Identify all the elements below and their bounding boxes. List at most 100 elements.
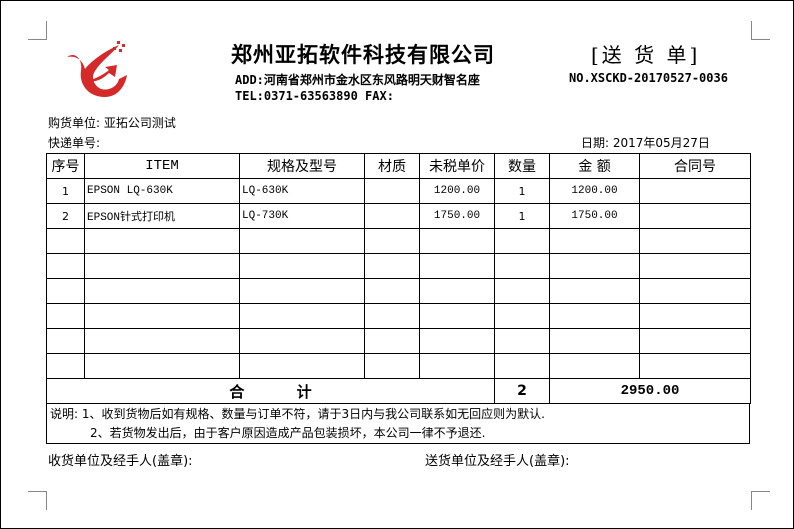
table-cell [494,228,550,254]
table-cell [46,278,85,304]
table-cell [549,328,640,354]
table-cell: EPSON针式打印机 [84,203,240,229]
table-cell [364,178,420,204]
table-cell: LQ-730K [239,203,365,229]
table-cell [494,278,550,304]
table-row [46,303,751,329]
table-cell [639,228,751,254]
table-cell [549,228,640,254]
table-cell [639,328,751,354]
table-row [46,253,751,279]
total-row: 合 计 2 2950.00 [46,378,751,404]
table-cell: 2 [46,203,85,229]
receiver-signature: 收货单位及经手人(盖章): [48,454,193,469]
table-cell [364,253,420,279]
company-logo [67,41,127,97]
document-number: NO.XSCKD-20170527-0036 [569,71,728,85]
table-cell [639,353,751,379]
table-cell [239,228,365,254]
table-cell [84,278,240,304]
buyer: 购货单位: 亚拓公司测试 [48,116,176,130]
column-header: 规格及型号 [239,153,365,179]
table-cell [639,203,751,229]
table-cell [419,278,495,304]
table-cell [84,303,240,329]
table-cell [549,253,640,279]
address: ADD:河南省郑州市金水区东风路明天财智名座 [235,73,480,87]
company-name: 郑州亚拓软件科技有限公司 [231,42,495,67]
table-row [46,328,751,354]
document-type: [送 货 单] [591,43,701,67]
table-cell [239,253,365,279]
total-quantity: 2 [494,378,550,404]
table-cell [639,253,751,279]
table-cell: 1750.00 [419,203,495,229]
table-row [46,228,751,254]
items-table: 序号 ITEM 规格及型号 材质 未税单价 数量金 额合同号 1 EPSON LQ-630K… [46,153,751,404]
table-row: 2 EPSON针式打印机 LQ-730K 1750.00 1 1750.00 [46,203,751,229]
table-cell [239,303,365,329]
table-cell [639,178,751,204]
table-row [46,278,751,304]
note-line-1: 说明: 1、收到货物后如有规格、数量与订单不符，请于3日内与我公司联系如无回应则… [50,407,545,421]
table-cell [364,228,420,254]
sender-signature: 送货单位及经手人(盖章): [425,454,570,469]
table-cell: 1 [494,178,550,204]
table-cell [239,328,365,354]
table-cell: LQ-630K [239,178,365,204]
table-cell [549,278,640,304]
table-cell [549,303,640,329]
column-header: 材质 [364,153,420,179]
note-line-2: 2、若货物发出后，由于客户原因造成产品包装损坏，本公司一律不予退还. [90,426,486,440]
table-cell [84,353,240,379]
table-header-row: 序号 ITEM 规格及型号 材质 未税单价 数量金 额合同号 [46,153,751,179]
table-cell [84,228,240,254]
table-cell [419,253,495,279]
column-header: 合同号 [639,153,751,179]
table-cell: 1 [494,203,550,229]
table-cell: 1 [46,178,85,204]
table-cell [419,303,495,329]
crop-mark [28,491,47,510]
table-cell [364,278,420,304]
table-cell [364,328,420,354]
column-header: 数量 [494,153,550,179]
table-cell [494,303,550,329]
date: 日期: 2017年05月27日 [581,136,710,150]
crop-mark [28,21,47,40]
table-cell [639,278,751,304]
table-cell [239,353,365,379]
table-cell [549,353,640,379]
table-cell [46,353,85,379]
table-row [46,353,751,379]
table-cell [46,228,85,254]
table-cell [419,328,495,354]
table-cell: 1200.00 [549,178,640,204]
column-header: 序号 [46,153,85,179]
crop-mark [751,21,770,40]
table-cell [84,328,240,354]
column-header: 金 额 [549,153,640,179]
table-cell [419,353,495,379]
table-cell [364,203,420,229]
table-cell [46,328,85,354]
table-cell: 1200.00 [419,178,495,204]
total-label: 合 计 [46,378,495,404]
phone: TEL:0371-63563890 FAX: [235,89,394,103]
crop-mark [751,491,770,510]
table-cell [364,303,420,329]
table-cell [84,253,240,279]
table-cell [364,353,420,379]
table-cell [46,253,85,279]
table-cell [494,328,550,354]
table-cell [494,253,550,279]
table-cell [639,303,751,329]
column-header: 未税单价 [419,153,495,179]
notes: 说明: 1、收到货物后如有规格、数量与订单不符，请于3日内与我公司联系如无回应则… [46,403,750,444]
table-cell [419,228,495,254]
table-cell: 1750.00 [549,203,640,229]
tracking-number: 快递单号: [48,136,101,150]
table-cell [239,278,365,304]
total-amount: 2950.00 [549,378,751,404]
